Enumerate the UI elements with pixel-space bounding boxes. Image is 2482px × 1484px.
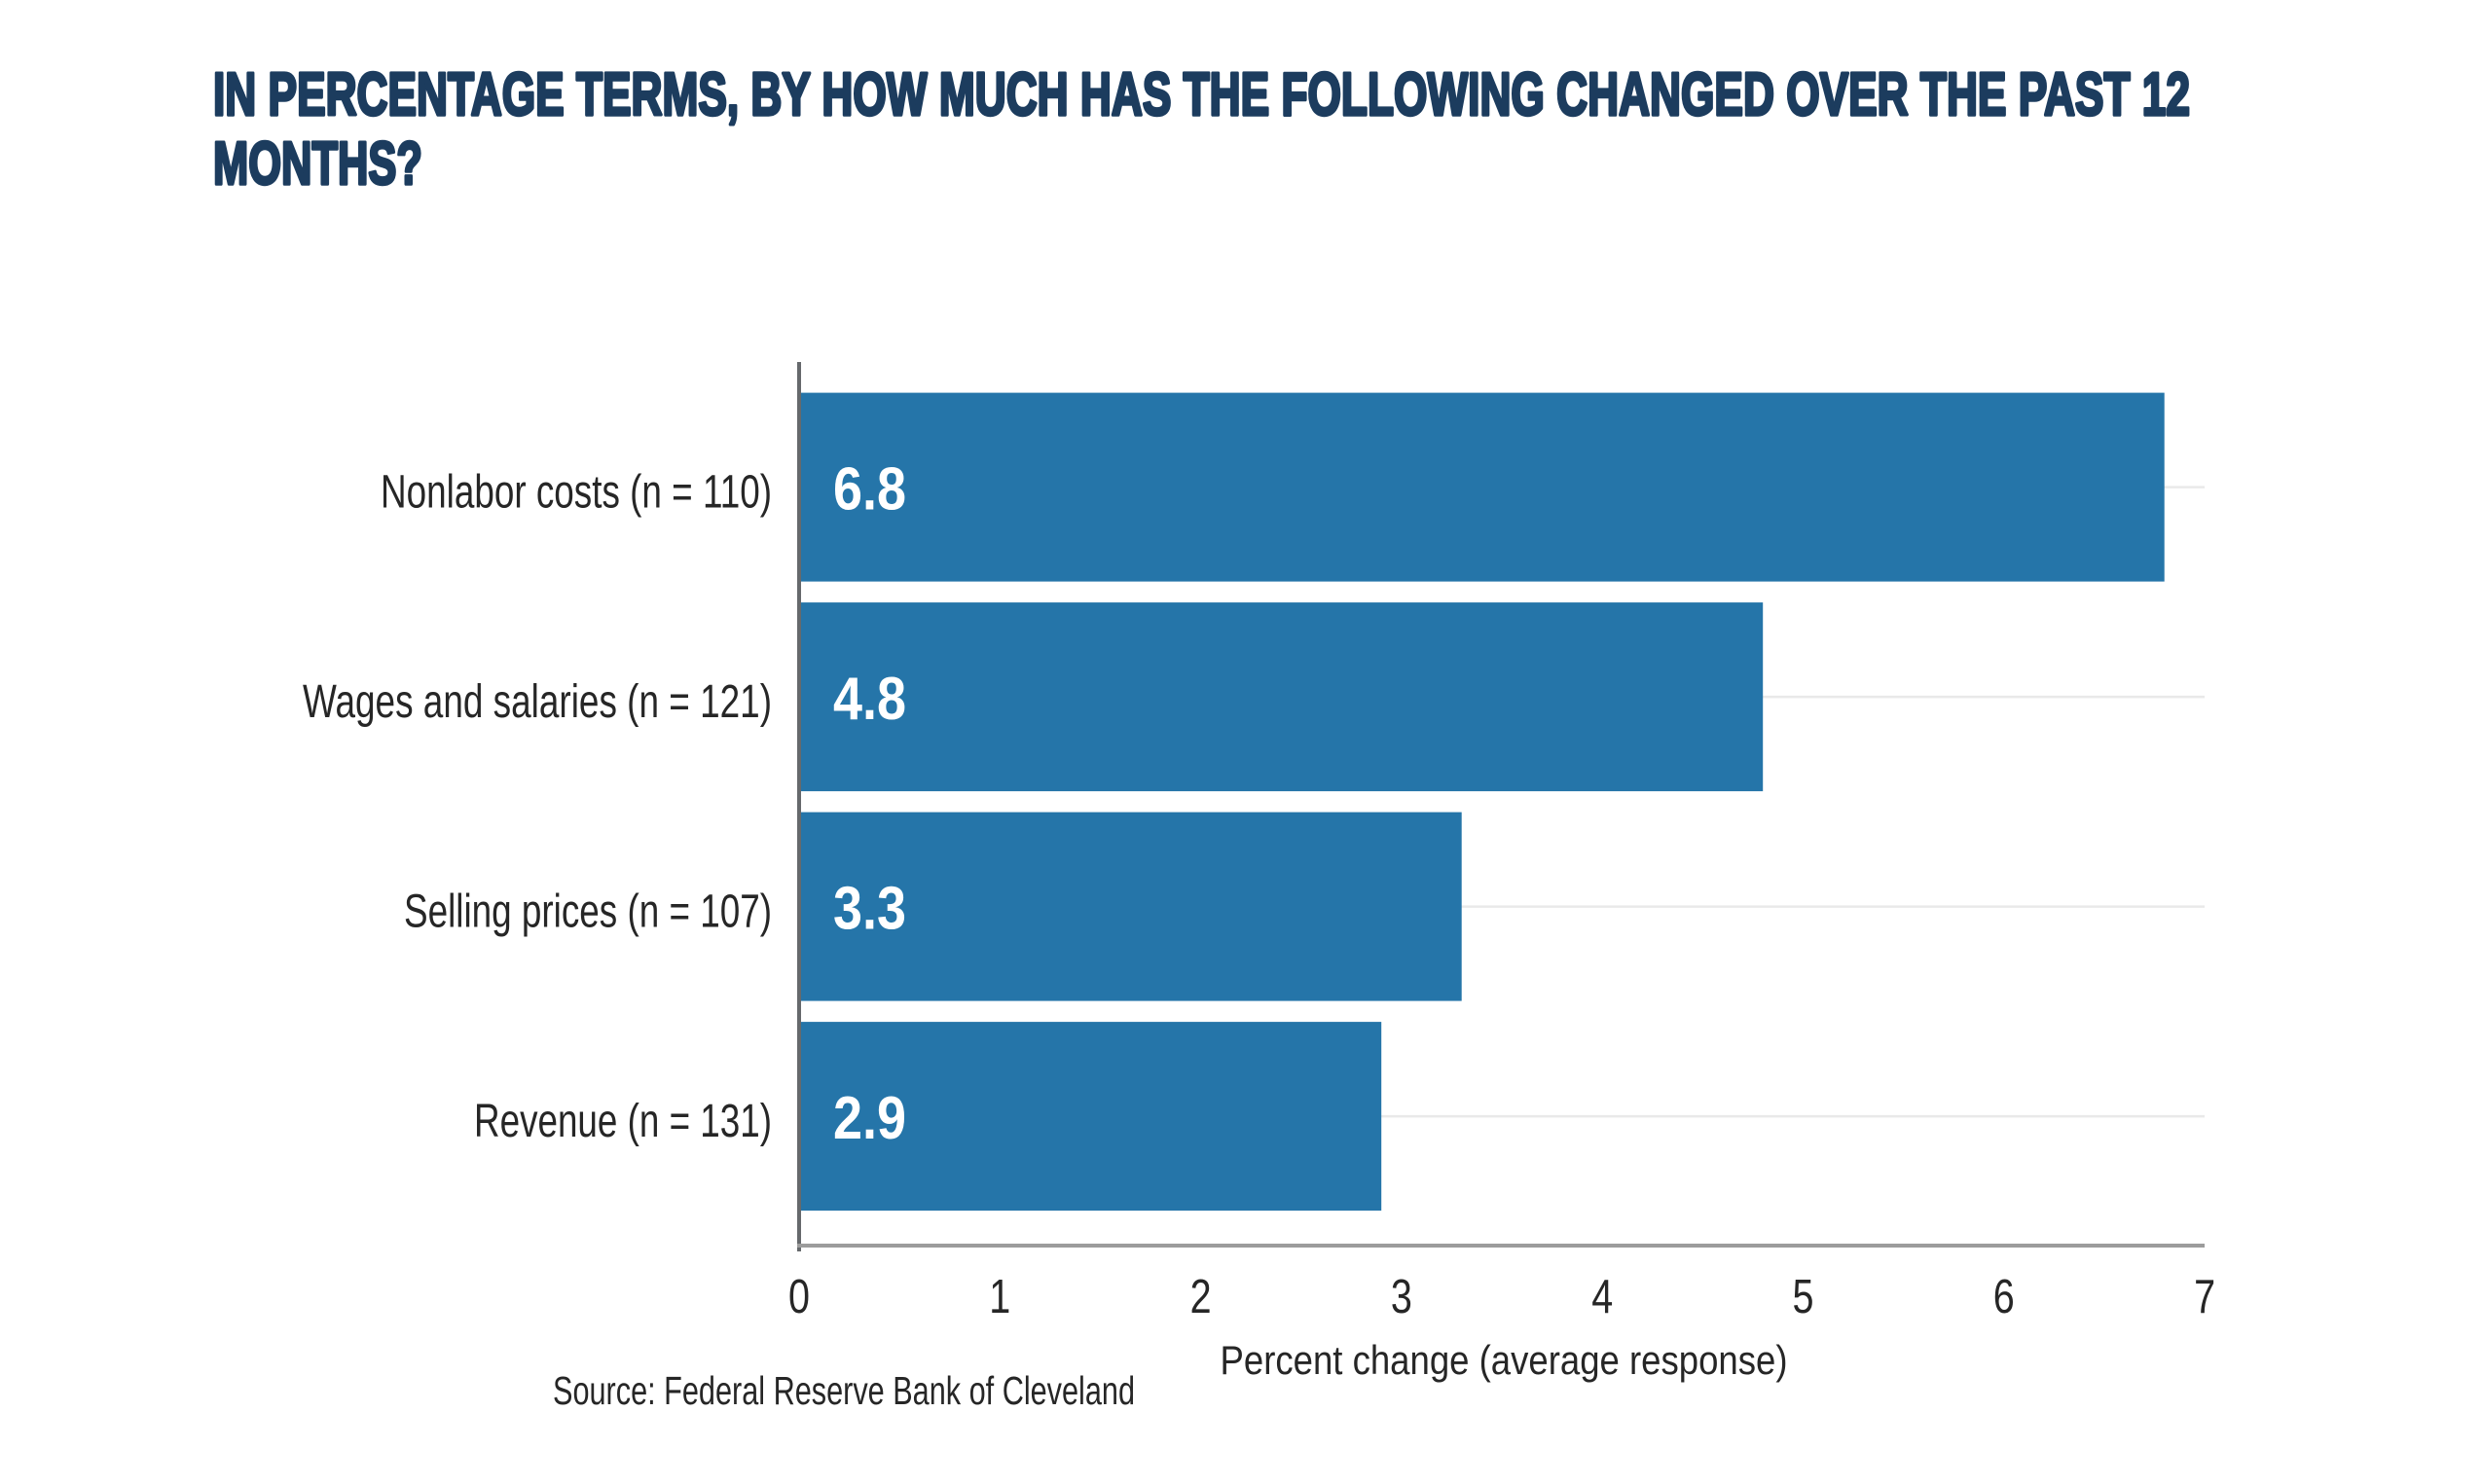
svg-text:5: 5 <box>1793 1271 1814 1323</box>
svg-text:3: 3 <box>1391 1271 1412 1323</box>
svg-text:Source: Federal Reserve Bank o: Source: Federal Reserve Bank of Clevelan… <box>553 1368 1135 1413</box>
svg-text:4.8: 4.8 <box>833 666 906 733</box>
svg-text:2: 2 <box>1190 1271 1212 1323</box>
svg-text:Percent change (average respon: Percent change (average response) <box>1221 1337 1788 1383</box>
svg-text:2.9: 2.9 <box>833 1085 906 1152</box>
svg-text:4: 4 <box>1591 1271 1613 1323</box>
svg-text:1: 1 <box>989 1271 1010 1323</box>
svg-text:3.3: 3.3 <box>833 876 906 943</box>
svg-text:Revenue (n = 131): Revenue (n = 131) <box>474 1096 772 1147</box>
svg-text:MONTHS?: MONTHS? <box>213 130 422 198</box>
svg-text:Nonlabor costs (n = 110): Nonlabor costs (n = 110) <box>381 467 772 519</box>
svg-text:6.8: 6.8 <box>833 456 906 524</box>
svg-text:6: 6 <box>1993 1271 2015 1323</box>
svg-text:0: 0 <box>788 1271 810 1323</box>
svg-text:Selling prices (n = 107): Selling prices (n = 107) <box>404 887 772 938</box>
svg-text:7: 7 <box>2194 1271 2215 1323</box>
svg-text:Wages and salaries (n = 121): Wages and salaries (n = 121) <box>303 676 772 728</box>
svg-text:IN PERCENTAGE TERMS, BY HOW MU: IN PERCENTAGE TERMS, BY HOW MUCH HAS THE… <box>213 61 2190 128</box>
